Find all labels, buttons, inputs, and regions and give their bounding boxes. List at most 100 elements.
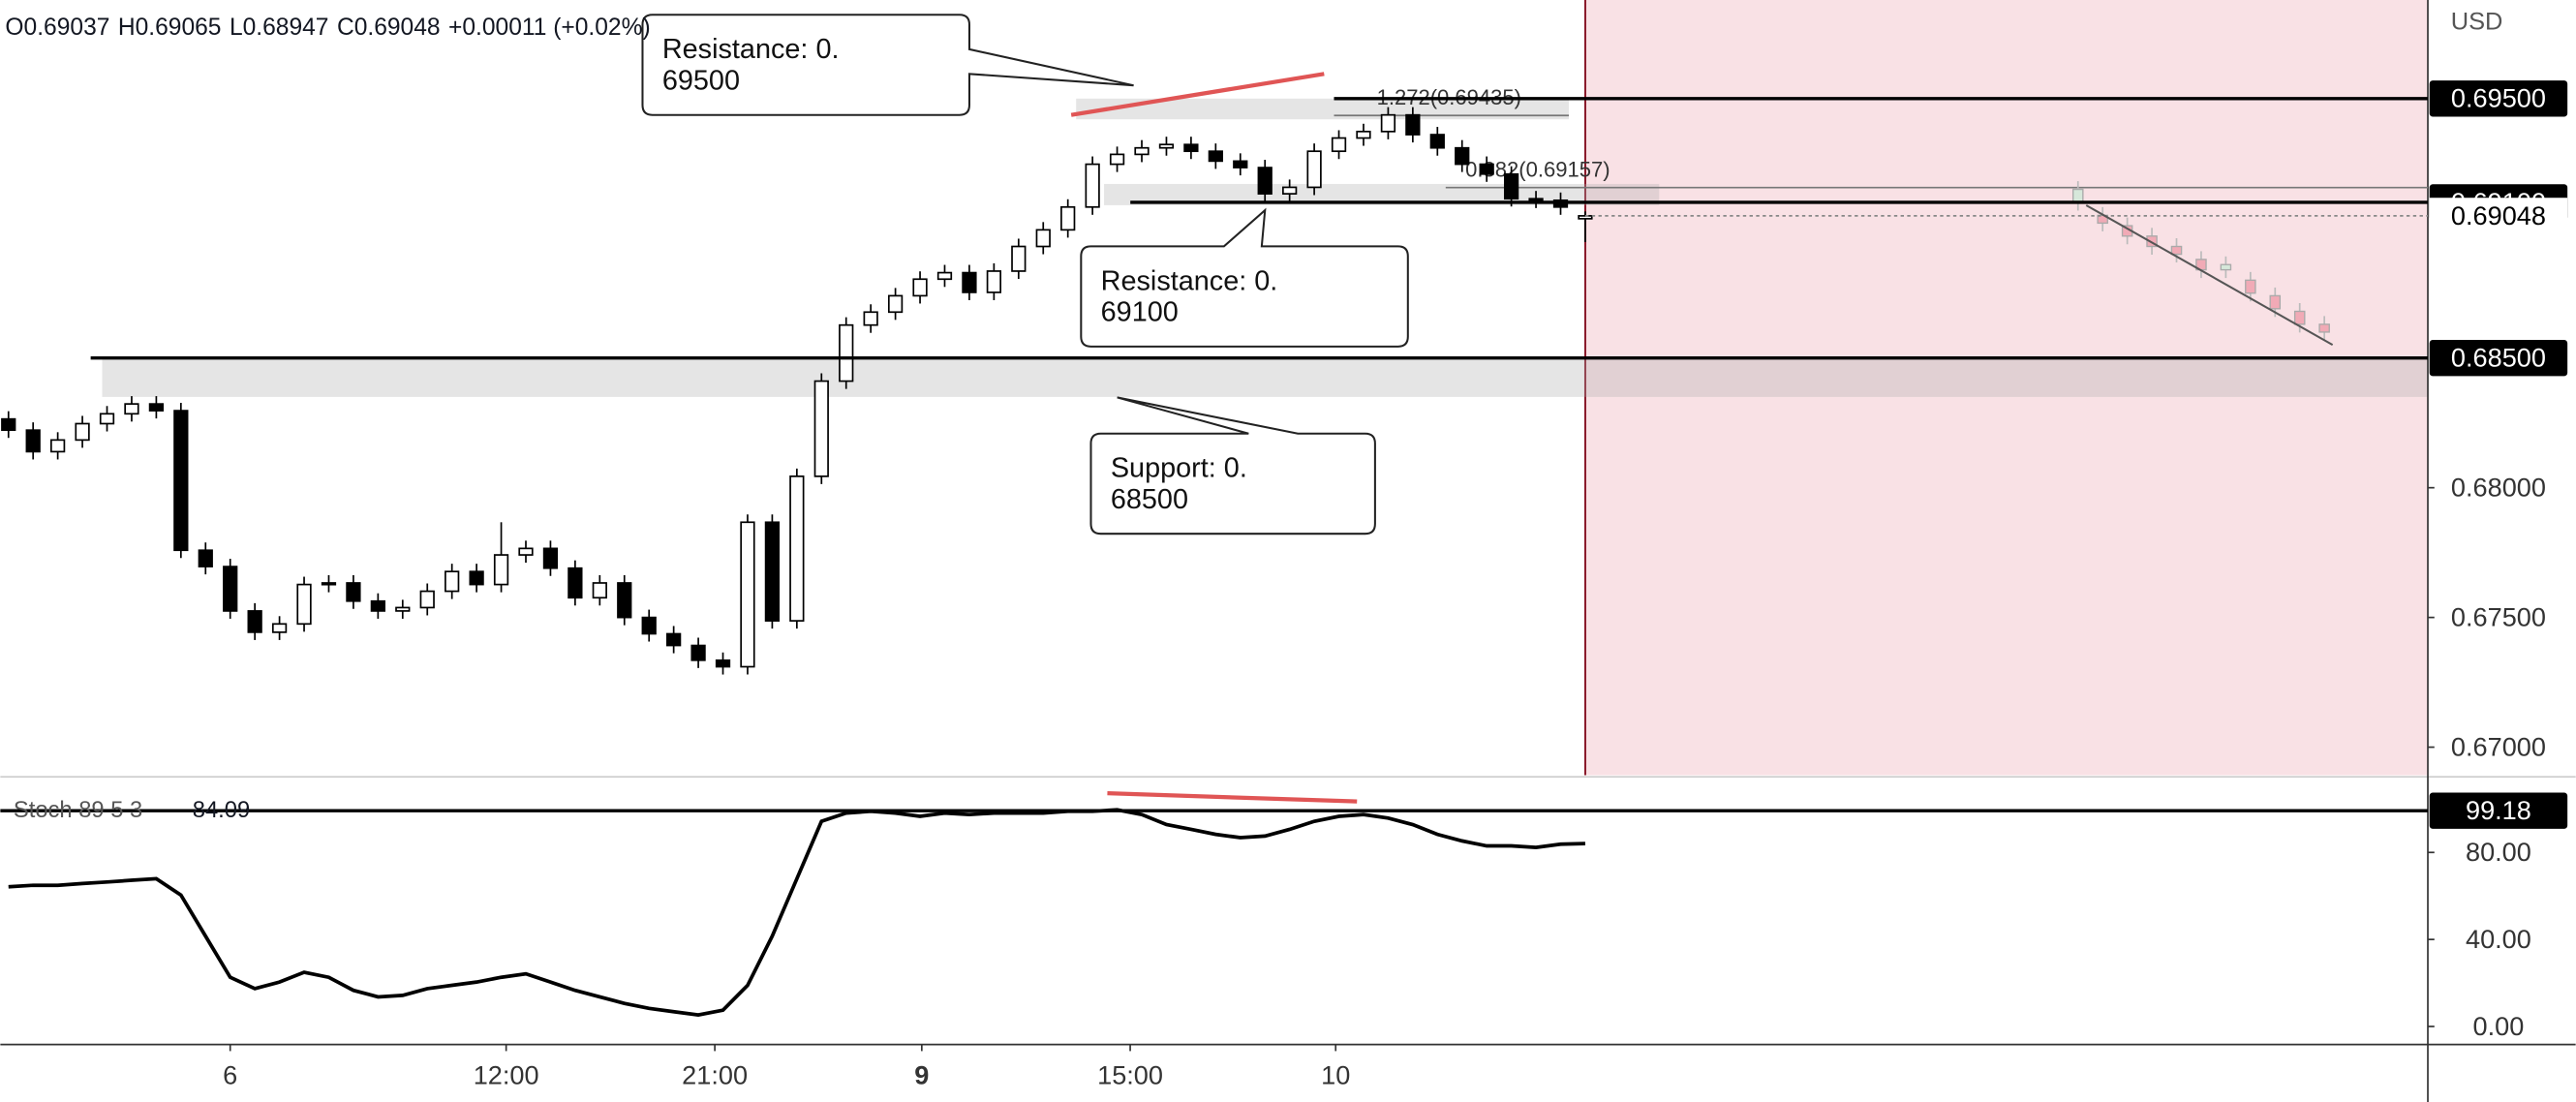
projection-candle — [2245, 279, 2256, 294]
candle-body — [617, 582, 632, 619]
candle-body — [1233, 160, 1248, 168]
candle-body — [1085, 163, 1100, 208]
candle-body — [469, 570, 484, 586]
x-tick-label: 21:00 — [682, 1060, 748, 1090]
candle-body — [1306, 150, 1322, 189]
candle-body — [518, 547, 534, 556]
candle-body — [789, 475, 805, 622]
candle-body — [1282, 186, 1298, 195]
candle-body — [641, 616, 657, 635]
callout-text: Resistance: 0. — [1101, 265, 1278, 296]
candle-body — [1109, 153, 1125, 166]
callout-text: Support: 0. — [1111, 453, 1247, 484]
stoch-level-label: 99.18 — [2466, 795, 2531, 825]
candle-body — [1578, 215, 1593, 220]
projection-candle — [2170, 245, 2183, 256]
candle-body — [1257, 167, 1273, 195]
candle-body — [1503, 172, 1519, 200]
ohlc-change: +0.00011 (+0.02%) — [448, 14, 651, 40]
candle-body — [912, 278, 928, 297]
candle-body — [1134, 146, 1150, 156]
callout — [641, 14, 1134, 116]
current-price-label: 0.69048 — [2451, 200, 2546, 230]
projection-candle — [2146, 235, 2158, 248]
projection-candle — [2220, 263, 2232, 271]
stoch-trend-line — [1107, 791, 1358, 804]
stoch-level-box — [2429, 792, 2568, 829]
candle-body — [1429, 134, 1445, 149]
level-label-box — [2429, 80, 2568, 117]
y-tick-label: 0.68000 — [2451, 473, 2546, 503]
zone — [1104, 183, 1660, 205]
candle-body — [962, 271, 977, 293]
candle-body — [666, 632, 682, 647]
y-tick-label: 0.67500 — [2451, 601, 2546, 631]
candle-body — [764, 521, 781, 622]
candle-body — [346, 582, 361, 602]
candle-body — [813, 380, 829, 477]
candle-body — [247, 610, 262, 633]
ohlc-value: 0.69065 — [136, 14, 222, 40]
candle-body — [1158, 143, 1175, 149]
ohlc-label: O — [5, 14, 23, 40]
candle-body — [1208, 150, 1223, 163]
candle-body — [1455, 146, 1470, 166]
x-tick-label: 15:00 — [1097, 1060, 1163, 1090]
x-tick-label: 9 — [914, 1060, 929, 1090]
candle-body — [395, 606, 411, 612]
stoch-tick-label: 80.00 — [2466, 837, 2531, 867]
zone — [102, 357, 2429, 397]
candle-body — [124, 403, 139, 415]
callout — [1080, 207, 1409, 348]
ohlc-label: H — [118, 14, 136, 40]
candle-body — [148, 403, 165, 412]
projection-candle — [2318, 323, 2330, 333]
candle-body — [567, 566, 583, 599]
candle-body — [592, 582, 607, 599]
trend-line — [1070, 72, 1325, 117]
candle-body — [1528, 198, 1544, 201]
zone — [1076, 98, 1570, 120]
candle-body — [173, 410, 189, 552]
candle-body — [740, 521, 755, 668]
candle-body — [1479, 163, 1494, 175]
ohlc-label: C — [337, 14, 354, 40]
projection-line — [2085, 204, 2334, 347]
candle-body — [936, 271, 953, 281]
candle-body — [271, 623, 288, 633]
projection-candle — [2293, 310, 2306, 325]
candle-body — [542, 547, 559, 569]
stoch-tick-label: 40.00 — [2466, 924, 2531, 954]
candle-body — [1060, 205, 1076, 231]
callout — [1089, 396, 1376, 536]
candle-body — [839, 323, 854, 383]
candle-body — [25, 429, 41, 453]
ohlc-value: 0.68947 — [243, 14, 329, 40]
candle-body — [1380, 113, 1396, 133]
callout-text: 69100 — [1101, 297, 1179, 328]
candle-body — [75, 422, 90, 442]
currency-label: USD — [2451, 8, 2503, 35]
level-label: 0.69500 — [2451, 83, 2546, 113]
candle-body — [1011, 245, 1027, 272]
y-tick-label: 0.67000 — [2451, 731, 2546, 761]
x-tick-label: 12:00 — [474, 1060, 539, 1090]
candle-body — [419, 590, 435, 609]
candle-body — [198, 549, 213, 567]
candle-body — [223, 566, 238, 612]
candle-body — [863, 311, 878, 326]
callout-text: Resistance: 0. — [662, 34, 840, 65]
ohlc-header: O0.69037 H0.69065 L0.68947 C0.69048 +0.00011… — [5, 14, 650, 40]
ohlc-label: L — [230, 14, 243, 40]
x-tick-label: 10 — [1321, 1060, 1350, 1090]
marks-layer: 0.695000.691000.685000.690480.680000.675… — [0, 80, 2568, 1090]
level-label: 0.68500 — [2451, 343, 2546, 373]
callout-text: 69500 — [662, 65, 740, 96]
candle-body — [986, 270, 1002, 293]
candle-body — [1183, 143, 1199, 153]
projection-candle — [2071, 188, 2084, 203]
candle-body — [1035, 229, 1051, 248]
candle-body — [1, 417, 16, 432]
stoch-name: Stoch 89 5 3 — [14, 798, 142, 823]
